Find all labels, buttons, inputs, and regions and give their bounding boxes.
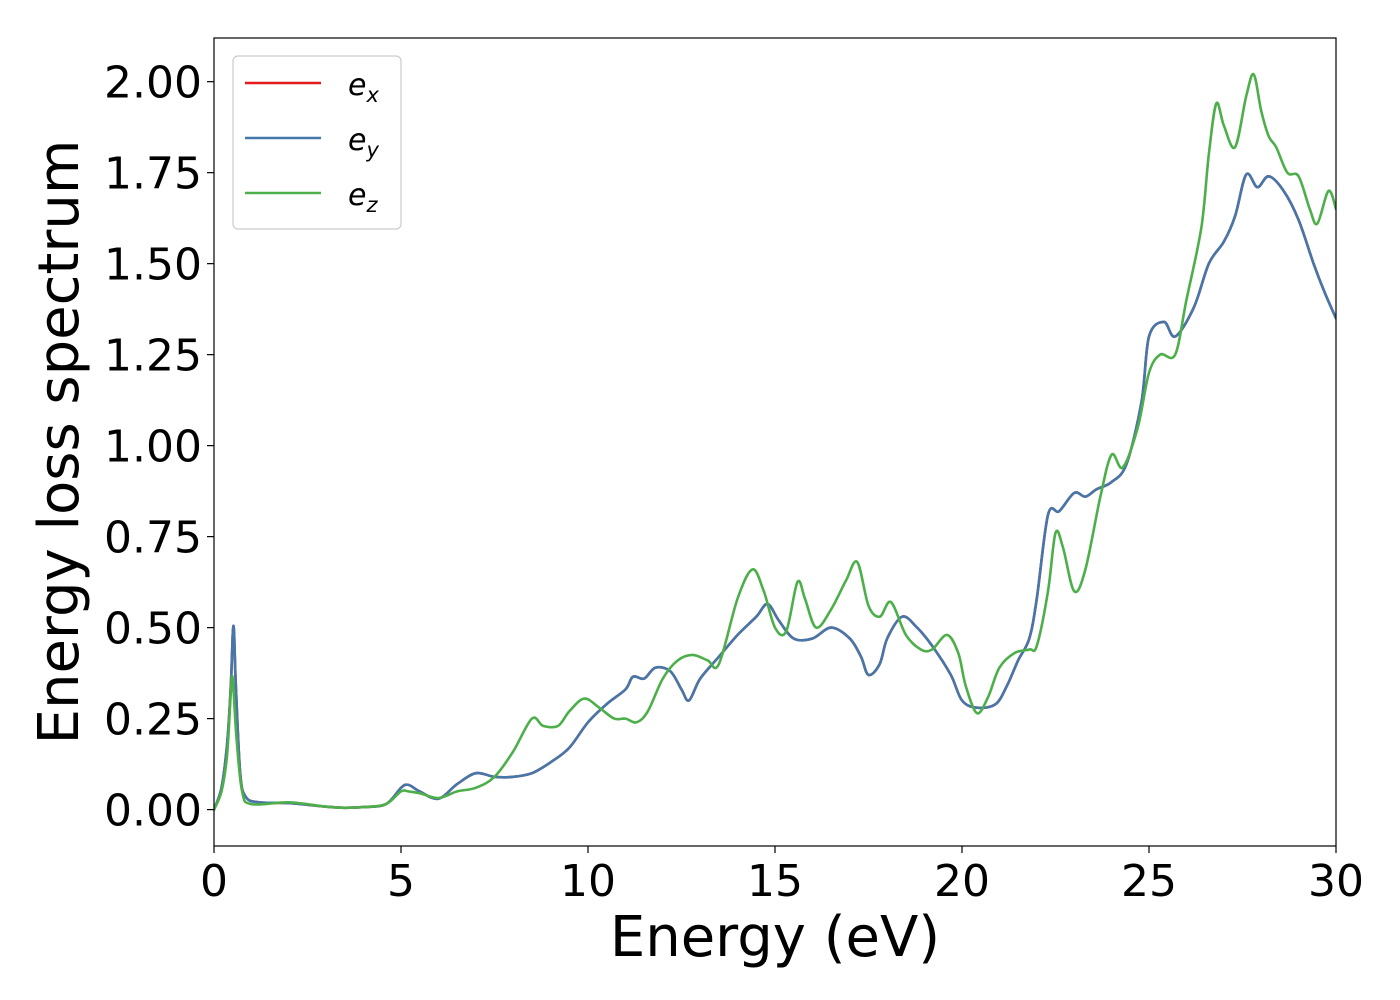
y-tick-label: 1.25 bbox=[104, 331, 202, 382]
y-tick-label: 2.00 bbox=[104, 58, 202, 109]
x-tick-label: 25 bbox=[1121, 856, 1177, 907]
legend-label-ex: ex bbox=[348, 68, 379, 107]
y-axis-title: Energy loss spectrum bbox=[27, 140, 92, 745]
series-layer bbox=[214, 72, 1336, 811]
legend-box bbox=[232, 55, 402, 230]
x-tick-label: 5 bbox=[387, 856, 415, 907]
legend-label-base: e bbox=[348, 68, 366, 103]
x-axis: 0 5 10 15 20 25 30 bbox=[200, 846, 1364, 907]
legend-label-ey: ey bbox=[348, 123, 379, 162]
legend-label-subscript: z bbox=[365, 193, 378, 217]
y-tick-label: 1.75 bbox=[104, 149, 202, 200]
y-tick-label: 0.75 bbox=[104, 513, 202, 564]
x-tick-label: 15 bbox=[747, 856, 803, 907]
legend-label-base: e bbox=[348, 123, 366, 158]
x-tick-label: 20 bbox=[934, 856, 990, 907]
x-tick-label: 10 bbox=[560, 856, 616, 907]
legend-label-subscript: x bbox=[365, 83, 379, 107]
y-tick-label: 1.50 bbox=[104, 240, 202, 291]
y-tick-label: 0.00 bbox=[104, 786, 202, 837]
series-line-ez bbox=[214, 72, 1336, 811]
y-axis: 0.00 0.25 0.50 0.75 1.00 1.25 1.50 1.75 2.00 bbox=[104, 58, 214, 837]
x-tick-label: 0 bbox=[200, 856, 228, 907]
x-tick-label: 30 bbox=[1308, 856, 1364, 907]
legend-label-base: e bbox=[348, 178, 366, 213]
x-axis-title: Energy (eV) bbox=[610, 905, 940, 970]
y-tick-label: 0.50 bbox=[104, 604, 202, 655]
y-tick-label: 0.25 bbox=[104, 695, 202, 746]
legend-label-subscript: y bbox=[365, 138, 379, 162]
legend-label-ez: ez bbox=[348, 178, 378, 217]
y-tick-label: 1.00 bbox=[104, 422, 202, 473]
